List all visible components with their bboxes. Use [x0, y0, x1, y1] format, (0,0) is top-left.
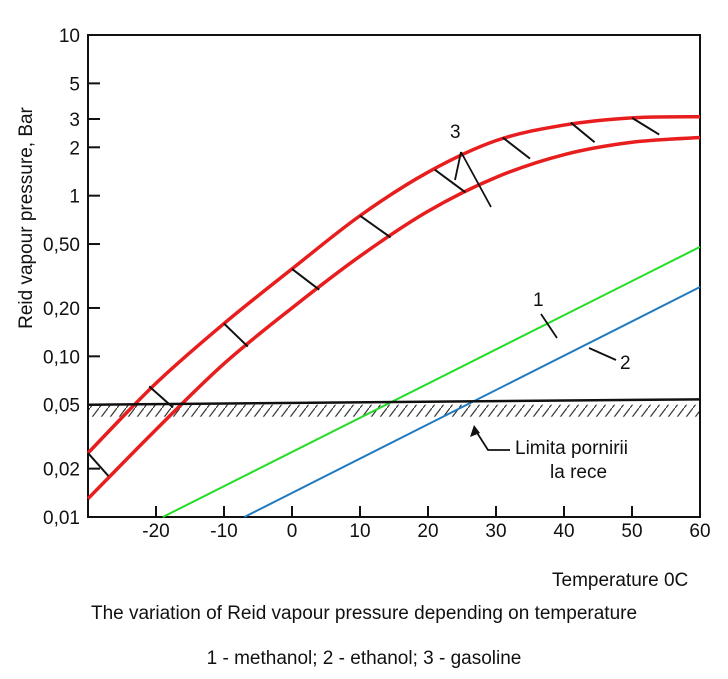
chart-caption-legend: 1 - methanol; 2 - ethanol; 3 - gasoline [206, 648, 522, 669]
gasoline-band-hatch [291, 268, 320, 291]
x-tick-label: 10 [349, 521, 370, 542]
leader-methanol [540, 313, 558, 339]
x-tick-label: 60 [689, 521, 710, 542]
x-tick-label: 0 [287, 521, 298, 542]
y-tick-label: 5 [69, 74, 80, 95]
y-axis-label: Reid vapour pressure, Bar [16, 106, 37, 328]
leader-ethanol [588, 347, 617, 361]
cold-start-hatch [88, 404, 700, 417]
limit-arrow-head [470, 425, 480, 437]
label-methanol: 1 [533, 290, 544, 311]
gasoline-upper-curve [86, 114, 701, 455]
y-tick-label: 10 [59, 26, 80, 47]
gasoline-band-hatch [87, 452, 110, 477]
gasoline-band-hatch [502, 136, 531, 160]
leader-limit [473, 427, 510, 451]
y-tick-label: 0,02 [43, 460, 80, 481]
label-gasoline: 3 [450, 122, 461, 143]
x-tick-label: -20 [142, 521, 169, 542]
cold-start-limit-line [87, 398, 701, 406]
x-tick-label: -10 [210, 521, 237, 542]
methanol-line [162, 245, 701, 518]
reid-vapour-pressure-chart: 0,01 0,02 0,05 0,10 0,20 0,50 1 2 3 5 10 -20 -10 0 10 2… [16, 26, 711, 591]
label-limit-line2: la rece [550, 462, 607, 483]
y-tick-label: 1 [69, 187, 80, 208]
x-tick-label: 50 [621, 521, 642, 542]
chart-caption-title: The variation of Reid vapour pressure de… [90, 603, 638, 624]
plot-frame [87, 34, 701, 518]
gasoline-band-hatch [631, 117, 660, 136]
y-tick-label: 0,05 [43, 396, 80, 417]
label-limit-line1: Limita pornirii [515, 438, 628, 459]
gasoline-band-hatch [223, 322, 249, 348]
y-tick-label: 0,10 [43, 347, 80, 368]
leader-gasoline-upper [454, 151, 462, 181]
y-tick-label: 0,20 [43, 299, 80, 320]
y-tick-label: 0,01 [43, 508, 80, 529]
y-tick-label: 2 [69, 138, 80, 159]
x-axis-label: Temperature 0C [552, 570, 688, 591]
x-tick-label: 30 [485, 521, 506, 542]
gasoline-lower-curve [86, 135, 701, 500]
y-tick-label: 3 [69, 110, 80, 131]
x-tick-label: 20 [417, 521, 438, 542]
y-tick-label: 0,50 [43, 235, 80, 256]
label-ethanol: 2 [620, 353, 631, 374]
gasoline-band-hatch [570, 121, 596, 144]
leader-gasoline-lower [460, 151, 492, 208]
gasoline-band-hatch [359, 214, 392, 239]
gasoline-band-hatch [434, 168, 466, 194]
x-tick-label: 40 [553, 521, 574, 542]
